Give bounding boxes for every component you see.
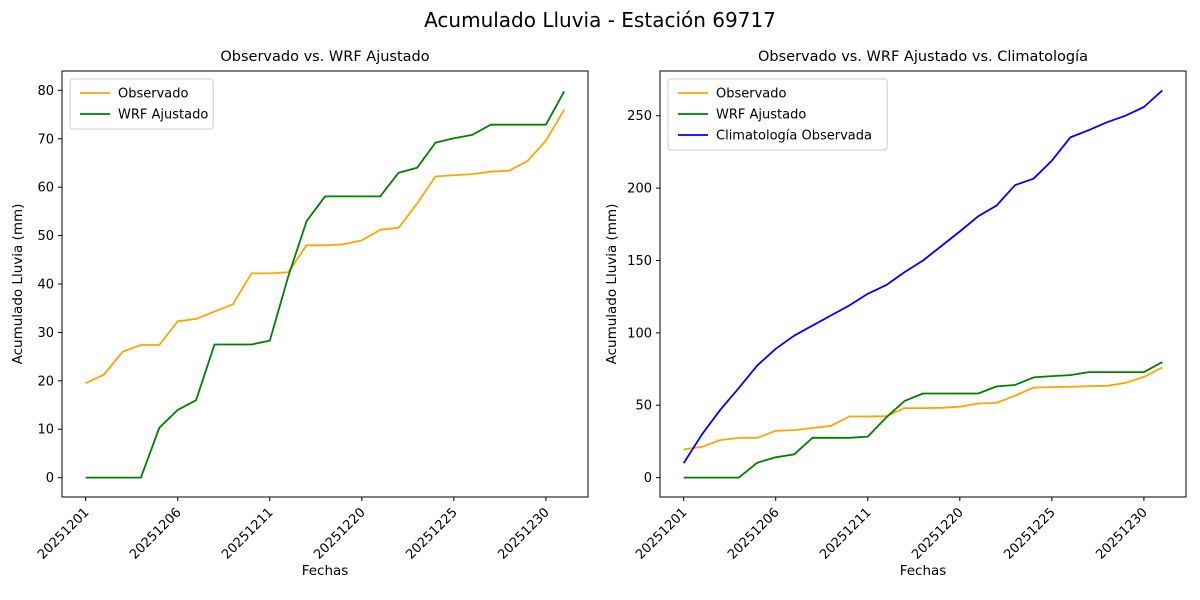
x-tick-label: 20251225 (403, 505, 460, 562)
panel-0: 0 10 20 30 40 50 60 70 80 20251201 20251206 2025121… (10, 49, 589, 579)
y-axis-label: Acumulado Lluvia (mm) (604, 204, 620, 365)
y-tick-label: 10 (37, 423, 54, 438)
line-observado (683, 366, 1163, 451)
x-axis-label: Fechas (302, 563, 349, 579)
y-tick-label: 150 (627, 254, 652, 269)
line-observado (85, 109, 566, 385)
y-tick-label: 40 (37, 278, 54, 293)
panel-title: Observado vs. WRF Ajustado (220, 49, 429, 65)
y-tick-label: 0 (46, 471, 54, 486)
x-tick-label: 20251211 (219, 505, 276, 562)
line-climatologia-observada (682, 89, 1163, 464)
y-tick-label: 70 (37, 132, 54, 147)
panel-1: 0 50 100 150 200 250 20251201 20251206 20251211 2… (604, 49, 1187, 579)
y-tick-label: 80 (37, 84, 54, 99)
axes-frame (659, 70, 1187, 498)
figure-title: Acumulado Lluvia - Estación 69717 (424, 8, 776, 32)
x-tick-label: 20251206 (725, 505, 782, 562)
x-tick-label: 20251225 (1001, 505, 1058, 562)
x-tick-label: 20251201 (633, 505, 690, 562)
x-tick-label: 20251201 (35, 505, 92, 562)
y-tick-label: 50 (37, 229, 54, 244)
x-tick-label: 20251220 (909, 505, 966, 562)
x-tick-label: 20251230 (495, 505, 552, 562)
x-tick-label: 20251211 (817, 505, 874, 562)
x-tick-label: 20251220 (311, 505, 368, 562)
legend-box (69, 78, 214, 130)
legend-label-observado: Observado (118, 87, 189, 102)
legend-box (667, 78, 888, 151)
x-tick-label: 20251230 (1093, 505, 1150, 562)
legend-label-wrf-ajustado: WRF Ajustado (118, 108, 208, 123)
y-tick-label: 60 (37, 181, 54, 196)
y-axis-label: Acumulado Lluvia (mm) (10, 204, 26, 365)
panel-title: Observado vs. WRF Ajustado vs. Climatolo… (758, 49, 1088, 65)
x-axis-label: Fechas (900, 563, 947, 579)
y-tick-label: 30 (37, 326, 54, 341)
y-tick-label: 50 (635, 399, 652, 414)
legend-label-climatologia-observada: Climatología Observada (716, 129, 872, 144)
y-tick-label: 0 (644, 471, 652, 486)
y-tick-label: 100 (627, 326, 652, 341)
line-wrf-ajustado (683, 361, 1163, 479)
y-tick-label: 200 (627, 182, 652, 197)
axes-frame (61, 70, 589, 498)
legend: Observado WRF Ajustado Climatología Observ… (667, 78, 888, 151)
legend: Observado WRF Ajustado (69, 78, 214, 130)
x-tick-label: 20251206 (127, 505, 184, 562)
legend-label-wrf-ajustado: WRF Ajustado (716, 108, 806, 123)
y-tick-label: 20 (37, 374, 54, 389)
legend-label-observado: Observado (716, 87, 787, 102)
line-wrf-ajustado (85, 90, 566, 479)
y-tick-label: 250 (627, 109, 652, 124)
